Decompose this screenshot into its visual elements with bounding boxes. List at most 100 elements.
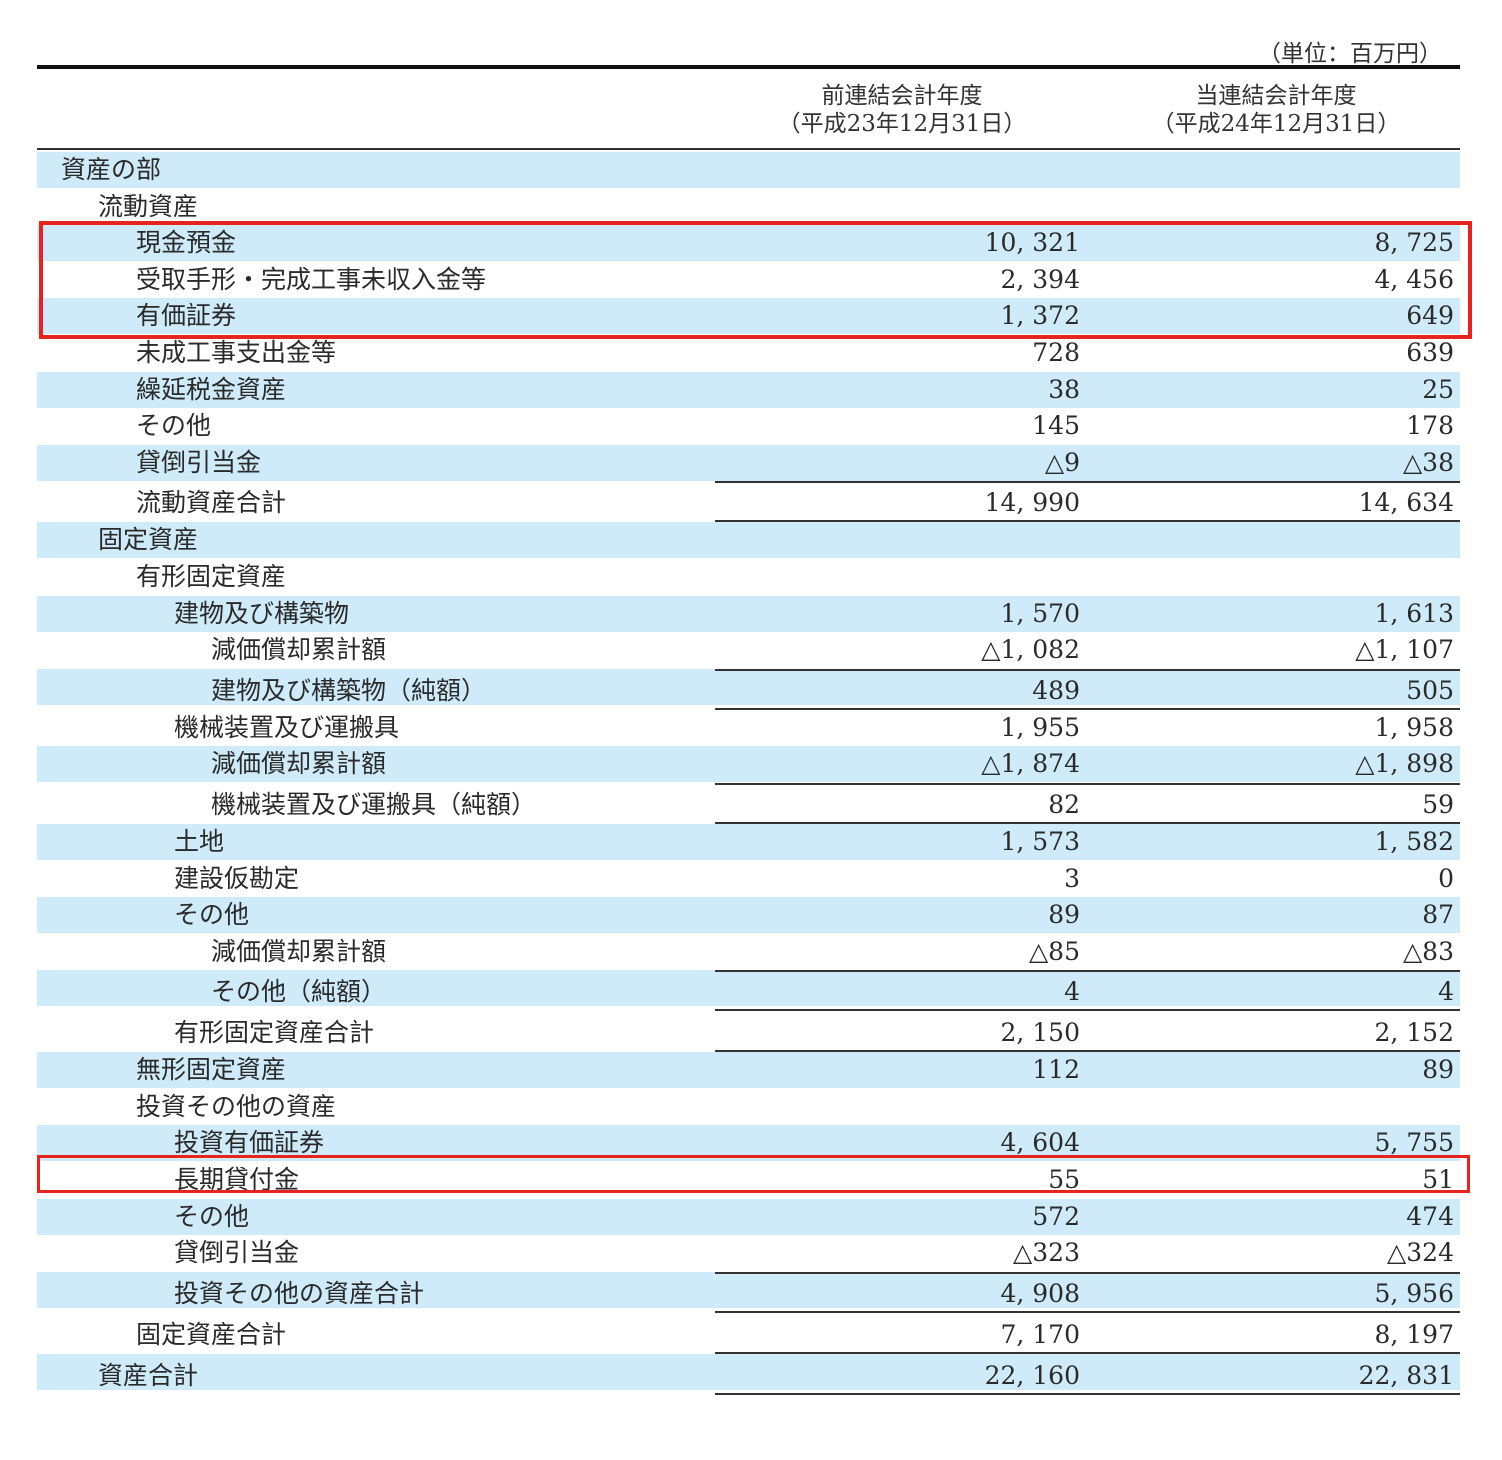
column-header-date: （平成23年12月31日） bbox=[777, 111, 1027, 137]
value-current-year: 8, 725 bbox=[1374, 228, 1454, 258]
value-current-year: 639 bbox=[1406, 337, 1454, 367]
row-label: 受取手形・完成工事未収入金等 bbox=[136, 264, 487, 294]
subtotal-rule-top bbox=[715, 668, 1460, 671]
value-current-year: 14, 634 bbox=[1358, 488, 1454, 518]
value-current-year: 505 bbox=[1406, 675, 1454, 705]
table-row: 投資その他の資産合計 4, 908 5, 956 bbox=[37, 1271, 1460, 1313]
table-row: 現金預金 10, 321 8, 725 bbox=[37, 225, 1460, 262]
subtotal-rule-bottom bbox=[715, 1310, 1460, 1313]
row-label: 現金預金 bbox=[136, 228, 237, 258]
value-current-year: 59 bbox=[1422, 789, 1454, 819]
row-label: 貸倒引当金 bbox=[174, 1238, 300, 1268]
column-header-title: 当連結会計年度 bbox=[1195, 83, 1357, 109]
subtotal-rule-bottom bbox=[715, 707, 1460, 710]
value-current-year: 22, 831 bbox=[1358, 1360, 1454, 1390]
table-row: 減価償却累計額 △1, 874 △1, 898 bbox=[37, 746, 1460, 783]
table-row: 投資その他の資産 bbox=[37, 1089, 1460, 1126]
value-current-year: △38 bbox=[1402, 447, 1454, 477]
table-row: 機械装置及び運搬具（純額） 82 59 bbox=[37, 782, 1460, 824]
value-current-year: 1, 613 bbox=[1374, 598, 1454, 628]
header-rule bbox=[37, 148, 1460, 150]
row-label: 投資その他の資産 bbox=[136, 1091, 337, 1121]
value-current-year: △1, 107 bbox=[1355, 635, 1454, 665]
value-current-year: 51 bbox=[1422, 1165, 1454, 1195]
value-prior-year: 14, 990 bbox=[984, 488, 1080, 518]
column-header-title: 前連結会計年度 bbox=[821, 83, 983, 109]
table-row: 建物及び構築物 1, 570 1, 613 bbox=[37, 595, 1460, 633]
table-row: 受取手形・完成工事未収入金等 2, 394 4, 456 bbox=[37, 262, 1460, 299]
row-label: 固定資産合計 bbox=[136, 1319, 287, 1349]
subtotal-rule-bottom bbox=[715, 1351, 1460, 1354]
value-prior-year: 4, 604 bbox=[1000, 1128, 1080, 1158]
table-row: 流動資産 bbox=[37, 189, 1460, 226]
table-row: 未成工事支出金等 728 639 bbox=[37, 335, 1460, 372]
highlight-box-investment-securities bbox=[37, 1155, 1470, 1193]
value-prior-year: 2, 394 bbox=[1000, 264, 1080, 294]
table-row: 長期貸付金 55 51 bbox=[37, 1162, 1460, 1199]
value-prior-year: 4 bbox=[1064, 977, 1080, 1007]
value-prior-year: 38 bbox=[1048, 374, 1080, 404]
row-label: 未成工事支出金等 bbox=[136, 337, 337, 367]
table-row: その他（純額） 4 4 bbox=[37, 970, 1460, 1012]
row-label: その他 bbox=[136, 411, 212, 441]
table-row: 貸倒引当金 △9 △38 bbox=[37, 444, 1460, 482]
value-prior-year: 4, 908 bbox=[1000, 1278, 1080, 1308]
column-header-prior-year: 前連結会計年度 （平成23年12月31日） bbox=[722, 82, 1082, 138]
row-label: 減価償却累計額 bbox=[211, 936, 387, 966]
column-header-current-year: 当連結会計年度 （平成24年12月31日） bbox=[1096, 82, 1456, 138]
value-prior-year: 728 bbox=[1032, 337, 1080, 367]
value-prior-year: △9 bbox=[1044, 447, 1080, 477]
value-prior-year: 1, 955 bbox=[1000, 712, 1080, 742]
value-prior-year: 112 bbox=[1032, 1055, 1080, 1085]
table-row: 貸倒引当金 △323 △324 bbox=[37, 1235, 1460, 1272]
value-current-year: 8, 197 bbox=[1374, 1319, 1454, 1349]
row-label: 投資有価証券 bbox=[174, 1128, 325, 1158]
subtotal-rule-top bbox=[715, 782, 1460, 785]
table-row: 資産合計 22, 160 22, 831 bbox=[37, 1353, 1460, 1395]
value-current-year: 1, 582 bbox=[1374, 826, 1454, 856]
table-row: 流動資産合計 14, 990 14, 634 bbox=[37, 481, 1460, 523]
table-row: 減価償却累計額 △85 △83 bbox=[37, 934, 1460, 971]
top-rule bbox=[37, 65, 1460, 69]
value-current-year: 2, 152 bbox=[1374, 1018, 1454, 1048]
table-row: その他 145 178 bbox=[37, 408, 1460, 445]
highlight-box-current-assets bbox=[39, 221, 1472, 339]
row-label: 投資その他の資産合計 bbox=[174, 1278, 425, 1308]
value-current-year: 4, 456 bbox=[1374, 264, 1454, 294]
subtotal-rule-top bbox=[715, 1271, 1460, 1274]
value-current-year: 25 bbox=[1422, 374, 1454, 404]
row-label: 建設仮勘定 bbox=[174, 863, 300, 893]
row-label: 有形固定資産合計 bbox=[174, 1018, 375, 1048]
value-current-year: 5, 755 bbox=[1374, 1128, 1454, 1158]
row-label: 土地 bbox=[174, 826, 225, 856]
value-current-year: 178 bbox=[1406, 411, 1454, 441]
table-row: 有形固定資産合計 2, 150 2, 152 bbox=[37, 1011, 1460, 1053]
table-row: 繰延税金資産 38 25 bbox=[37, 371, 1460, 409]
table-row: 減価償却累計額 △1, 082 △1, 107 bbox=[37, 632, 1460, 669]
row-label: 長期貸付金 bbox=[174, 1165, 300, 1195]
row-label: 有価証券 bbox=[136, 301, 237, 331]
value-current-year: 87 bbox=[1422, 900, 1454, 930]
value-current-year: 474 bbox=[1406, 1201, 1454, 1231]
row-label: 流動資産 bbox=[98, 191, 199, 221]
value-current-year: △324 bbox=[1387, 1238, 1454, 1268]
row-label: 機械装置及び運搬具（純額） bbox=[211, 789, 537, 819]
value-prior-year: 10, 321 bbox=[984, 228, 1080, 258]
value-current-year: 1, 958 bbox=[1374, 712, 1454, 742]
value-prior-year: 1, 573 bbox=[1000, 826, 1080, 856]
value-prior-year: 2, 150 bbox=[1000, 1018, 1080, 1048]
row-label: 減価償却累計額 bbox=[211, 749, 387, 779]
subtotal-rule-bottom bbox=[715, 520, 1460, 523]
value-prior-year: 1, 570 bbox=[1000, 598, 1080, 628]
value-prior-year: 145 bbox=[1032, 411, 1080, 441]
value-prior-year: 89 bbox=[1048, 900, 1080, 930]
value-current-year: 5, 956 bbox=[1374, 1278, 1454, 1308]
table-row: 建物及び構築物（純額） 489 505 bbox=[37, 668, 1460, 710]
unit-note: （単位：百万円） bbox=[1258, 41, 1442, 67]
row-label: 有形固定資産 bbox=[136, 561, 287, 591]
subtotal-rule-top bbox=[715, 481, 1460, 484]
row-label: 建物及び構築物 bbox=[174, 598, 350, 628]
balance-sheet-table: 資産の部 流動資産 現金預金 10, 321 8, 725 受取手形・完成工事未収入金等 2… bbox=[37, 152, 1460, 1395]
value-current-year: 89 bbox=[1422, 1055, 1454, 1085]
value-current-year: 0 bbox=[1438, 863, 1454, 893]
